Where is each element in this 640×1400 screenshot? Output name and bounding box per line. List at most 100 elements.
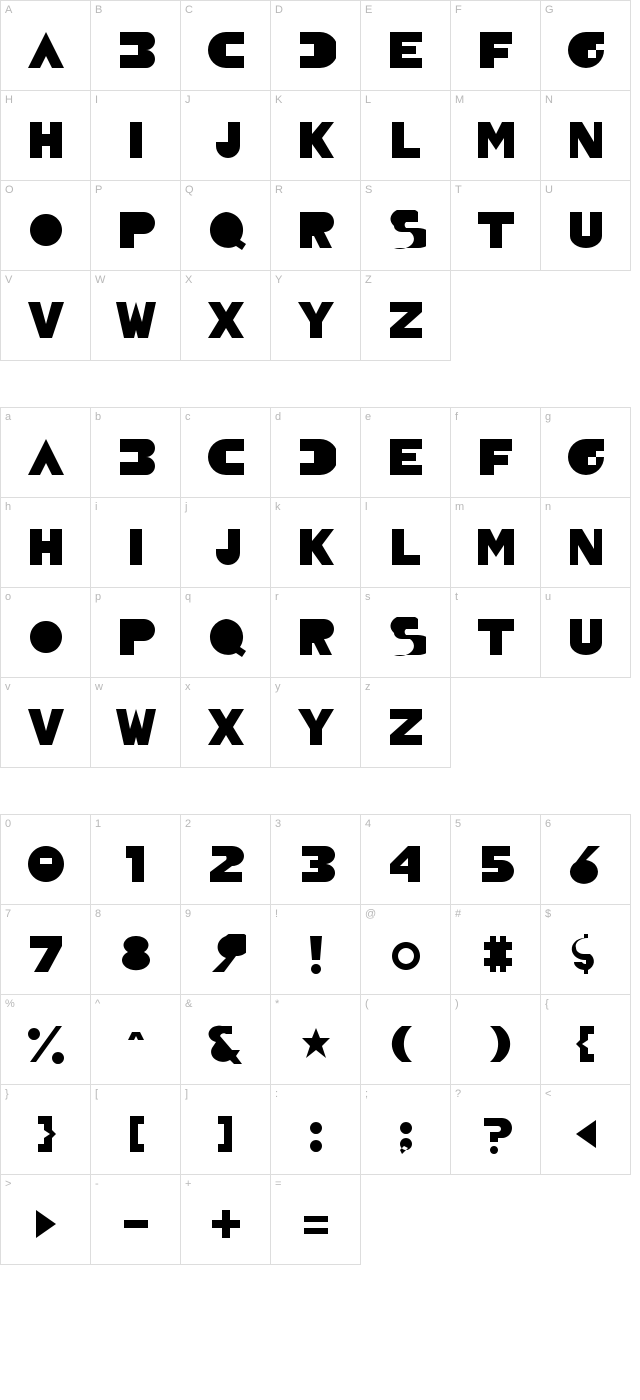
glyph-icon xyxy=(296,300,336,340)
glyph-wrap xyxy=(361,91,450,180)
glyph-wrap xyxy=(451,905,540,994)
cell-label: 6 xyxy=(545,818,551,830)
glyph-icon xyxy=(206,1204,246,1244)
cell-label: # xyxy=(455,908,461,920)
empty-cell xyxy=(541,1175,631,1265)
glyph-wrap xyxy=(1,678,90,767)
cell-label: d xyxy=(275,411,281,423)
glyph-cell: n xyxy=(541,498,631,588)
glyph-icon xyxy=(566,1024,606,1064)
cell-label: H xyxy=(5,94,13,106)
glyph-wrap xyxy=(181,498,270,587)
glyph-wrap xyxy=(1,905,90,994)
glyph-icon xyxy=(566,120,606,160)
glyph-wrap xyxy=(361,271,450,360)
glyph-icon xyxy=(386,934,426,974)
cell-label: ? xyxy=(455,1088,461,1100)
glyph-wrap xyxy=(181,91,270,180)
glyph-icon xyxy=(26,844,66,884)
glyph-wrap xyxy=(271,905,360,994)
glyph-wrap xyxy=(541,815,630,904)
glyph-wrap xyxy=(91,905,180,994)
cell-label: L xyxy=(365,94,371,106)
glyph-cell: ; xyxy=(361,1085,451,1175)
glyph-icon xyxy=(566,1114,606,1154)
glyph-icon xyxy=(296,1204,336,1244)
glyph-cell: t xyxy=(451,588,541,678)
glyph-icon xyxy=(206,120,246,160)
glyph-wrap xyxy=(541,181,630,270)
glyph-icon xyxy=(476,617,516,657)
glyph-cell: R xyxy=(271,181,361,271)
cell-label: p xyxy=(95,591,101,603)
cell-label: m xyxy=(455,501,464,513)
glyph-wrap xyxy=(361,1085,450,1174)
cell-label: w xyxy=(95,681,103,693)
glyph-wrap xyxy=(541,498,630,587)
cell-label: : xyxy=(275,1088,278,1100)
cell-label: 0 xyxy=(5,818,11,830)
cell-label: Z xyxy=(365,274,372,286)
glyph-wrap xyxy=(271,91,360,180)
cell-label: S xyxy=(365,184,372,196)
glyph-icon xyxy=(116,210,156,250)
glyph-cell: j xyxy=(181,498,271,588)
section-lowercase: abcdefghijklmnopqrstuvwxyz xyxy=(0,407,640,768)
cell-label: O xyxy=(5,184,14,196)
glyph-cell: U xyxy=(541,181,631,271)
cell-label: 8 xyxy=(95,908,101,920)
empty-cell xyxy=(451,678,541,768)
glyph-icon xyxy=(566,617,606,657)
glyph-wrap xyxy=(181,905,270,994)
glyph-icon xyxy=(116,934,156,974)
cell-label: ! xyxy=(275,908,278,920)
glyph-icon xyxy=(386,527,426,567)
glyph-icon xyxy=(206,300,246,340)
glyph-cell: { xyxy=(541,995,631,1085)
glyph-cell: ) xyxy=(451,995,541,1085)
glyph-icon xyxy=(296,1024,336,1064)
glyph-wrap xyxy=(91,181,180,270)
glyph-wrap xyxy=(181,678,270,767)
glyph-cell: T xyxy=(451,181,541,271)
glyph-wrap xyxy=(541,995,630,1084)
glyph-icon xyxy=(296,437,336,477)
cell-label: 4 xyxy=(365,818,371,830)
glyph-wrap xyxy=(1,91,90,180)
cell-label: q xyxy=(185,591,191,603)
glyph-icon xyxy=(116,707,156,747)
glyph-wrap xyxy=(181,181,270,270)
cell-label: h xyxy=(5,501,11,513)
glyph-icon xyxy=(116,617,156,657)
glyph-cell: I xyxy=(91,91,181,181)
cell-label: R xyxy=(275,184,283,196)
cell-label: x xyxy=(185,681,191,693)
cell-label: D xyxy=(275,4,283,16)
empty-cell xyxy=(451,271,541,361)
empty-cell xyxy=(541,678,631,768)
glyph-icon xyxy=(296,527,336,567)
cell-label: A xyxy=(5,4,12,16)
glyph-icon xyxy=(386,210,426,250)
glyph-wrap xyxy=(451,995,540,1084)
glyph-cell: P xyxy=(91,181,181,271)
cell-label: u xyxy=(545,591,551,603)
glyph-cell: ( xyxy=(361,995,451,1085)
glyph-wrap xyxy=(1,1175,90,1264)
cell-label: E xyxy=(365,4,372,16)
cell-label: a xyxy=(5,411,11,423)
glyph-cell: o xyxy=(1,588,91,678)
glyph-cell: B xyxy=(91,1,181,91)
glyph-cell: A xyxy=(1,1,91,91)
cell-label: ) xyxy=(455,998,459,1010)
glyph-icon xyxy=(116,437,156,477)
glyph-cell: Q xyxy=(181,181,271,271)
cell-label: [ xyxy=(95,1088,98,1100)
cell-label: C xyxy=(185,4,193,16)
glyph-icon xyxy=(476,1114,516,1154)
glyph-cell: * xyxy=(271,995,361,1085)
glyph-wrap xyxy=(91,815,180,904)
glyph-wrap xyxy=(451,1,540,90)
glyph-wrap xyxy=(541,408,630,497)
glyph-icon xyxy=(26,527,66,567)
